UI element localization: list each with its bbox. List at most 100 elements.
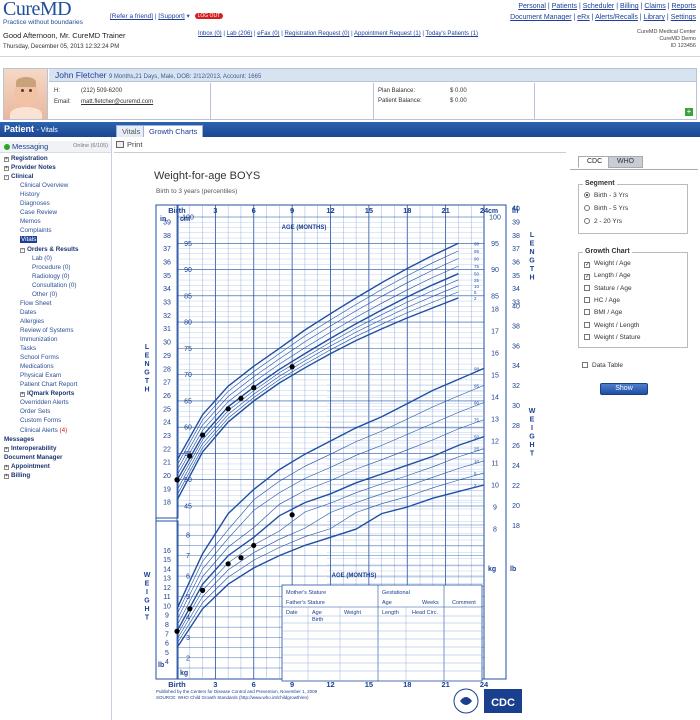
expand-icon[interactable]: + bbox=[4, 156, 9, 162]
expand-icon[interactable]: + bbox=[4, 463, 9, 470]
sidebar-item-dates[interactable]: Dates bbox=[20, 309, 36, 316]
nav-scheduler[interactable]: Scheduler bbox=[582, 3, 615, 10]
sidebar-item-clinical-alerts[interactable]: Clinical Alerts (4) bbox=[20, 427, 67, 434]
nav-settings[interactable]: Settings bbox=[670, 14, 696, 21]
support-link[interactable]: [Support] bbox=[158, 13, 185, 20]
radio-button[interactable] bbox=[584, 218, 590, 224]
expand-icon[interactable]: + bbox=[20, 391, 25, 398]
checkbox[interactable] bbox=[584, 284, 590, 291]
growth-option-weight-age[interactable]: ✓ Weight / Age bbox=[584, 260, 631, 268]
inbox-link-appointment-request-1[interactable]: Appointment Request (1) bbox=[354, 31, 421, 37]
growth-option-hc-age[interactable]: HC / Age bbox=[584, 296, 620, 304]
sidebar-item-order-sets[interactable]: Order Sets bbox=[20, 408, 50, 415]
source-line-2: SOURCE: WHO Child Growth Standards (http… bbox=[156, 695, 309, 700]
tab-vitals[interactable]: Vitals bbox=[116, 125, 147, 137]
sidebar-item-consultation-0[interactable]: Consultation (0) bbox=[32, 282, 76, 289]
nav-personal[interactable]: Personal bbox=[518, 3, 546, 10]
sidebar-item-billing[interactable]: + Billing bbox=[4, 472, 30, 479]
sidebar-item-diagnoses[interactable]: Diagnoses bbox=[20, 200, 50, 207]
tab-cdc[interactable]: CDC bbox=[578, 156, 612, 168]
inbox-link-efax-0[interactable]: eFax (0) bbox=[257, 31, 280, 37]
sidebar-item-flow-sheet[interactable]: Flow Sheet bbox=[20, 300, 52, 307]
sidebar-item-document-manager[interactable]: Document Manager bbox=[4, 454, 62, 461]
sidebar-item-review-of-systems[interactable]: Review of Systems bbox=[20, 327, 74, 334]
sidebar-item-immunization[interactable]: Immunization bbox=[20, 336, 57, 343]
growth-option-weight-stature[interactable]: Weight / Stature bbox=[584, 333, 641, 341]
checkbox[interactable]: ✓ bbox=[584, 262, 591, 268]
collapse-icon[interactable]: - bbox=[20, 246, 25, 253]
nav-patients[interactable]: Patients bbox=[551, 3, 577, 10]
patient-name[interactable]: John Fletcher bbox=[55, 70, 107, 80]
sidebar-item-iqmark-reports[interactable]: + IQmark Reports bbox=[20, 390, 74, 398]
sidebar-item-memos[interactable]: Memos bbox=[20, 218, 41, 225]
sidebar-item-lab-0[interactable]: Lab (0) bbox=[32, 255, 52, 262]
sidebar-item-patient-chart-report[interactable]: Patient Chart Report bbox=[20, 381, 77, 388]
inbox-link-registration-request-0[interactable]: Registration Request (0) bbox=[284, 31, 350, 37]
segment-option-1[interactable]: Birth - 5 Yrs bbox=[584, 205, 628, 212]
sidebar-item-provider-notes[interactable]: + Provider Notes bbox=[4, 164, 56, 172]
sidebar-item-orders-results[interactable]: - Orders & Results bbox=[20, 246, 78, 253]
hhs-eagle-icon bbox=[460, 697, 472, 705]
tab-who[interactable]: WHO bbox=[608, 156, 644, 168]
data-table-checkbox[interactable] bbox=[582, 362, 588, 368]
segment-option-0[interactable]: Birth - 3 Yrs bbox=[584, 192, 628, 199]
data-table-option[interactable]: Data Table bbox=[582, 362, 623, 369]
nav-erx[interactable]: eRx bbox=[577, 14, 590, 21]
checkbox[interactable] bbox=[584, 333, 590, 340]
refer-friend-link[interactable]: [Refer a friend] bbox=[110, 13, 153, 20]
nav-billing[interactable]: Billing bbox=[619, 3, 639, 10]
sidebar-item-medications[interactable]: Medications bbox=[20, 363, 54, 370]
show-button[interactable]: Show bbox=[600, 383, 648, 395]
radio-button[interactable] bbox=[584, 192, 590, 198]
checkbox[interactable] bbox=[584, 321, 590, 328]
expand-icon[interactable]: + bbox=[4, 445, 9, 452]
print-button[interactable]: Print bbox=[116, 140, 142, 149]
nav-library[interactable]: Library bbox=[643, 14, 665, 21]
sidebar-item-history[interactable]: History bbox=[20, 191, 40, 198]
checkbox[interactable] bbox=[584, 296, 590, 303]
sidebar-item-school-forms[interactable]: School Forms bbox=[20, 354, 59, 361]
sidebar-item-physical-exam[interactable]: Physical Exam bbox=[20, 372, 61, 379]
sidebar-item-registration[interactable]: + Registration bbox=[4, 155, 48, 162]
segment-option-2[interactable]: 2 - 20 Yrs bbox=[584, 218, 622, 225]
sidebar-item-clinical[interactable]: - Clinical bbox=[4, 173, 33, 181]
checkbox[interactable]: ✓ bbox=[584, 274, 591, 281]
email-link[interactable]: matt.fletcher@curemd.com bbox=[81, 99, 154, 105]
inbox-link-inbox-0[interactable]: Inbox (0) bbox=[198, 31, 222, 37]
radio-button[interactable] bbox=[584, 205, 590, 211]
add-icon[interactable]: + bbox=[685, 107, 693, 116]
inbox-link-today-s-patients-1[interactable]: Today's Patients (1) bbox=[425, 31, 479, 37]
growth-option-stature-age[interactable]: Stature / Age bbox=[584, 284, 632, 292]
right-in-tick: 37 bbox=[512, 246, 520, 253]
sidebar-item-case-review[interactable]: Case Review bbox=[20, 209, 57, 216]
expand-icon[interactable]: + bbox=[4, 165, 9, 172]
sidebar-item-other-0[interactable]: Other (0) bbox=[32, 291, 57, 298]
nav-document-manager[interactable]: Document Manager bbox=[510, 14, 572, 21]
sidebar-item-appointment[interactable]: + Appointment bbox=[4, 463, 50, 470]
growth-option-length-age[interactable]: ✓ Length / Age bbox=[584, 272, 631, 281]
sidebar-item-clinical-overview[interactable]: Clinical Overview bbox=[20, 182, 68, 189]
collapse-icon[interactable]: - bbox=[4, 174, 9, 181]
nav-reports[interactable]: Reports bbox=[671, 3, 696, 10]
messaging-bar[interactable]: Messaging Online (6/105) bbox=[0, 141, 111, 153]
sidebar-item-interoperability[interactable]: + Interoperability bbox=[4, 445, 57, 452]
nav-alerts-recalls[interactable]: Alerts/Recalls bbox=[595, 14, 638, 21]
sidebar-item-messages[interactable]: Messages bbox=[4, 436, 34, 443]
sidebar-item-allergies[interactable]: Allergies bbox=[20, 318, 44, 325]
checkbox[interactable] bbox=[584, 309, 590, 316]
tab-growth-charts[interactable]: Growth Charts bbox=[143, 125, 204, 137]
expand-icon[interactable]: + bbox=[4, 472, 9, 479]
sidebar-item-tasks[interactable]: Tasks bbox=[20, 345, 36, 352]
sidebar-item-custom-forms[interactable]: Custom Forms bbox=[20, 417, 61, 424]
sidebar-item-overridden-alerts[interactable]: Overridden Alerts bbox=[20, 399, 69, 406]
nav-claims[interactable]: Claims bbox=[644, 3, 666, 10]
inbox-link-lab-206[interactable]: Lab (206) bbox=[226, 31, 253, 37]
growth-option-weight-length[interactable]: Weight / Length bbox=[584, 321, 639, 329]
sidebar-item-complaints[interactable]: Complaints bbox=[20, 227, 52, 234]
patient-info-box-2 bbox=[212, 83, 374, 119]
sidebar-item-vitals[interactable]: Vitals bbox=[20, 236, 38, 244]
growth-option-bmi-age[interactable]: BMI / Age bbox=[584, 309, 622, 316]
sidebar-item-procedure-0[interactable]: Procedure (0) bbox=[32, 264, 71, 271]
sidebar-item-radiology-0[interactable]: Radiology (0) bbox=[32, 273, 69, 280]
logout-button[interactable]: LOG OUT bbox=[194, 13, 224, 19]
